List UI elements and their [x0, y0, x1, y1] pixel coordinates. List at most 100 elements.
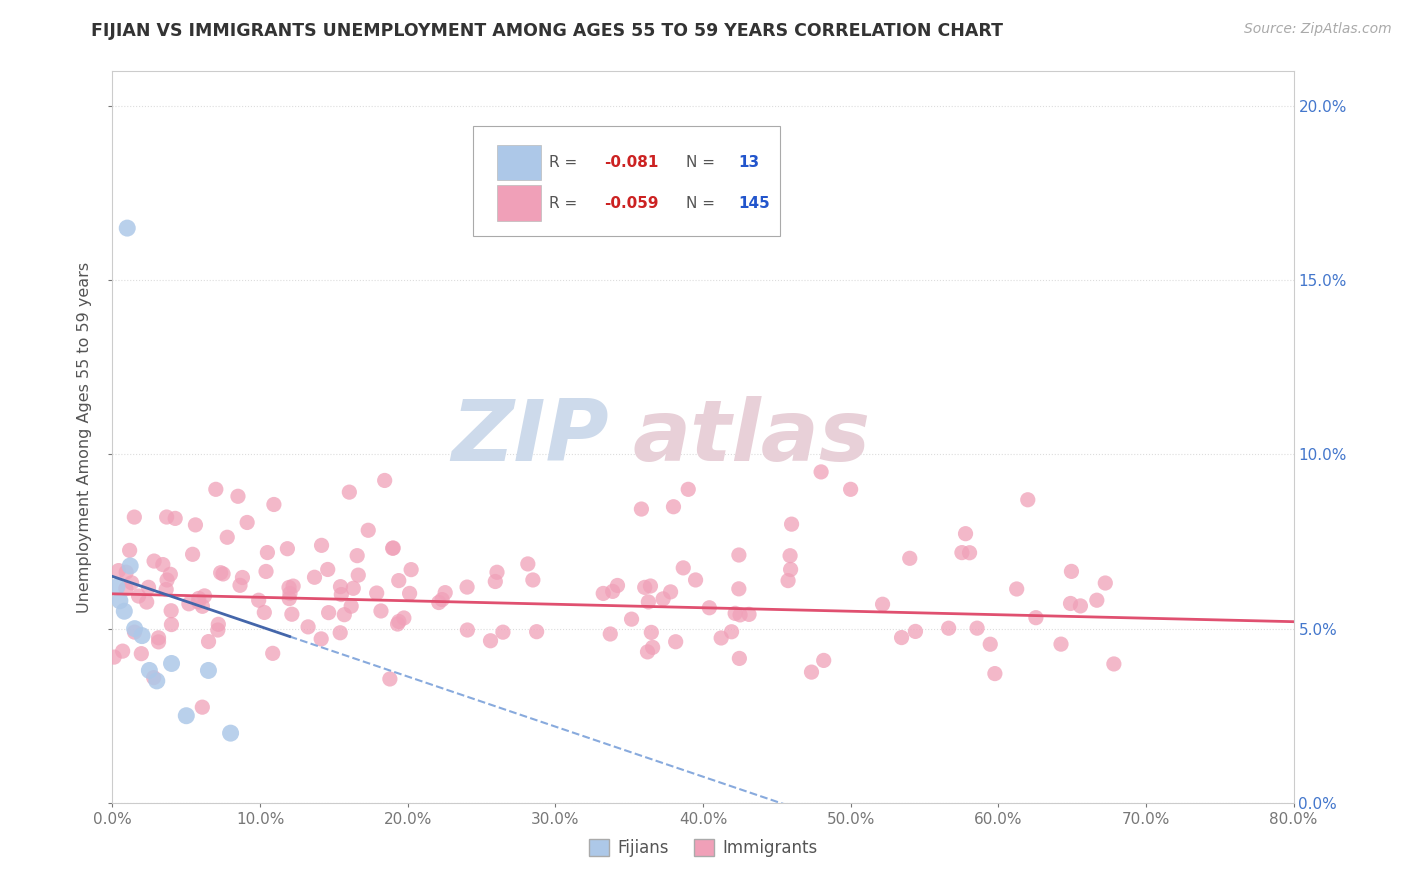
- Point: [207, 617, 229, 632]
- Point: [620, 612, 643, 626]
- Point: [108, 594, 131, 608]
- Point: [984, 666, 1007, 681]
- Point: [1069, 599, 1091, 613]
- Text: -0.059: -0.059: [603, 195, 658, 211]
- Point: [124, 625, 146, 640]
- Text: ZIP: ZIP: [451, 395, 609, 479]
- Point: [304, 570, 326, 584]
- Point: [346, 549, 368, 563]
- Point: [800, 665, 823, 679]
- Point: [392, 611, 415, 625]
- Point: [146, 673, 169, 688]
- Point: [1085, 593, 1108, 607]
- Point: [1102, 657, 1125, 671]
- Point: [366, 586, 388, 600]
- Text: R =: R =: [550, 155, 582, 170]
- Point: [297, 620, 319, 634]
- Point: [779, 549, 801, 563]
- Text: atlas: atlas: [633, 395, 870, 479]
- Point: [254, 565, 277, 579]
- Point: [278, 581, 301, 595]
- Text: 145: 145: [738, 195, 770, 211]
- Point: [337, 485, 360, 500]
- Point: [193, 589, 215, 603]
- Point: [810, 465, 832, 479]
- Point: [253, 606, 276, 620]
- Point: [263, 498, 285, 512]
- Point: [724, 607, 747, 621]
- Point: [103, 650, 125, 665]
- Point: [105, 580, 128, 594]
- Point: [602, 584, 624, 599]
- Point: [388, 574, 411, 588]
- Point: [160, 657, 183, 671]
- Point: [138, 580, 160, 594]
- Point: [256, 545, 278, 559]
- Point: [950, 546, 973, 560]
- Legend: Fijians, Immigrants: Fijians, Immigrants: [582, 832, 824, 864]
- Point: [118, 543, 141, 558]
- Point: [662, 500, 685, 514]
- Point: [890, 631, 912, 645]
- Point: [637, 645, 659, 659]
- Point: [710, 631, 733, 645]
- Y-axis label: Unemployment Among Ages 55 to 59 years: Unemployment Among Ages 55 to 59 years: [77, 261, 93, 613]
- Point: [728, 607, 751, 622]
- Point: [111, 644, 134, 658]
- Point: [174, 708, 197, 723]
- Point: [640, 625, 662, 640]
- Point: [120, 558, 142, 573]
- Point: [197, 634, 219, 648]
- Point: [156, 573, 179, 587]
- Point: [191, 700, 214, 714]
- Point: [652, 591, 675, 606]
- Point: [959, 546, 981, 560]
- Point: [281, 579, 304, 593]
- Point: [738, 607, 761, 622]
- Point: [330, 588, 353, 602]
- Point: [165, 511, 187, 525]
- Point: [492, 625, 515, 640]
- Point: [1094, 576, 1116, 591]
- Text: R =: R =: [550, 195, 582, 211]
- Point: [606, 578, 628, 592]
- Point: [217, 530, 239, 544]
- Point: [160, 617, 183, 632]
- Point: [966, 621, 988, 635]
- Point: [485, 566, 508, 580]
- Point: [131, 647, 153, 661]
- Point: [278, 591, 301, 606]
- Point: [479, 633, 502, 648]
- Point: [904, 624, 927, 639]
- Point: [276, 541, 298, 556]
- Point: [143, 554, 166, 568]
- Point: [148, 631, 170, 645]
- Point: [333, 607, 356, 622]
- Point: [112, 604, 135, 618]
- Point: [456, 580, 478, 594]
- Point: [181, 547, 204, 561]
- Text: 13: 13: [738, 155, 759, 170]
- Point: [138, 664, 160, 678]
- Point: [329, 625, 352, 640]
- Text: Source: ZipAtlas.com: Source: ZipAtlas.com: [1244, 22, 1392, 37]
- Point: [156, 510, 179, 524]
- Point: [205, 483, 228, 497]
- Point: [262, 646, 284, 660]
- Point: [374, 474, 396, 488]
- Point: [516, 557, 538, 571]
- Point: [128, 589, 150, 603]
- Point: [219, 726, 242, 740]
- Text: FIJIAN VS IMMIGRANTS UNEMPLOYMENT AMONG AGES 55 TO 59 YEARS CORRELATION CHART: FIJIAN VS IMMIGRANTS UNEMPLOYMENT AMONG …: [91, 22, 1004, 40]
- Point: [779, 562, 801, 576]
- Point: [728, 548, 751, 562]
- Point: [813, 653, 835, 667]
- Point: [318, 606, 340, 620]
- Point: [236, 516, 259, 530]
- Point: [672, 561, 695, 575]
- Point: [247, 593, 270, 607]
- Point: [177, 597, 200, 611]
- Point: [159, 567, 181, 582]
- Point: [1017, 492, 1039, 507]
- Point: [309, 632, 332, 646]
